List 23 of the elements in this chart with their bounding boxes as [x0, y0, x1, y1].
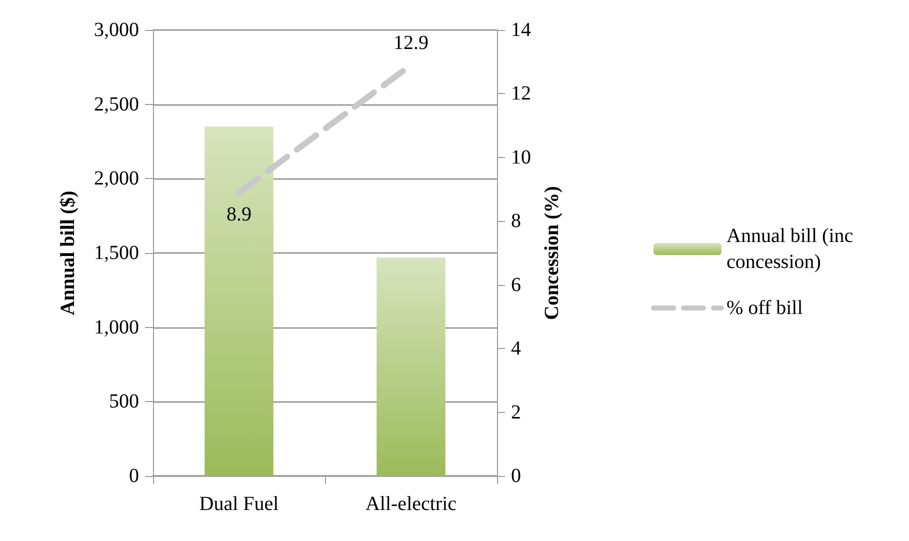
y-tick-label: 500	[109, 390, 139, 413]
y-tick-label: 1,500	[94, 242, 139, 264]
data-label: 12.9	[394, 32, 428, 54]
y2-tick-label: 10	[511, 146, 531, 168]
y2-tick-label: 6	[511, 274, 521, 296]
y2-tick-label: 0	[511, 465, 521, 487]
y2-tick-label: 8	[511, 210, 521, 232]
legend-label: % off bill	[726, 297, 804, 319]
y-tick-label: 3,000	[94, 19, 139, 41]
y-axis-title: Annual bill ($)	[57, 190, 79, 316]
y-tick-label: 2,000	[94, 168, 139, 190]
x-tick-label: Dual Fuel	[199, 493, 280, 515]
y2-axis-title: Concession (%)	[541, 186, 563, 320]
y-tick-label: 2,500	[94, 93, 139, 116]
y2-tick-label: 4	[511, 338, 521, 360]
x-tick-label: All-electric	[365, 493, 457, 515]
data-label: 8.9	[226, 203, 252, 226]
y2-tick-label: 12	[511, 82, 531, 105]
y-tick-label: 1,000	[94, 316, 139, 338]
y2-tick-label: 14	[511, 19, 531, 41]
legend-label: Annual bill (inc concession)	[726, 225, 858, 273]
y2-tick-label: 2	[511, 401, 521, 424]
y-tick-label: 0	[129, 465, 139, 487]
